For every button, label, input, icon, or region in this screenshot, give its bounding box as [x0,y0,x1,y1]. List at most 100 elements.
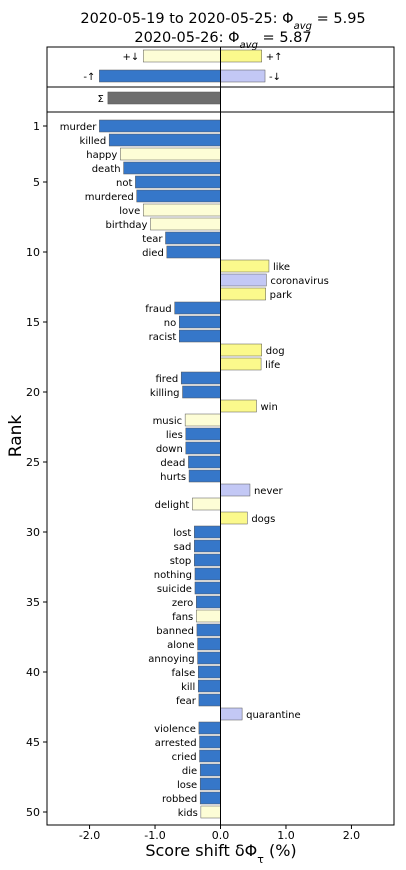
word-label: death [92,164,121,175]
word-bar [136,189,221,203]
word-label: annoying [148,654,194,665]
word-label: tear [142,234,163,245]
word-bar [220,287,266,301]
word-label: racist [149,332,177,343]
word-label: down [156,444,183,455]
word-label: hurts [160,472,186,483]
word-label: die [182,766,197,777]
word-bar [220,259,270,273]
word-bar [108,133,221,147]
summary-bar [99,69,221,83]
word-bar [166,245,221,259]
word-label: false [171,668,195,679]
word-label: killed [80,136,107,147]
word-label: kids [178,808,198,819]
summary-bar [220,69,266,83]
x-tick-label: -2.0 [79,829,100,842]
word-label: robbed [162,794,197,805]
word-bar [185,441,221,455]
word-bar [198,721,221,735]
word-bar [182,385,221,399]
word-bar [192,497,221,511]
word-label: never [254,486,284,497]
word-label: dogs [251,514,275,525]
y-tick-label: 50 [26,806,40,819]
word-bar [194,567,221,581]
word-label: lose [177,780,197,791]
summary-label: -↓ [269,72,281,83]
word-bar [199,735,221,749]
word-label: nothing [154,570,192,581]
word-bar [199,763,221,777]
word-bar [196,595,221,609]
word-bar [199,777,221,791]
word-bar [200,805,221,819]
word-bar [220,273,267,287]
y-tick-label: 1 [33,120,40,133]
word-bar [220,483,251,497]
summary-bar [107,91,221,105]
x-tick-label: 2.0 [343,829,361,842]
word-label: like [273,262,290,273]
word-bar [198,693,221,707]
word-bar [199,749,221,763]
word-bar [123,161,221,175]
word-label: stop [170,556,192,567]
word-bar [197,651,221,665]
word-label: music [153,416,183,427]
word-label: fraud [145,304,171,315]
word-label: quarantine [246,710,301,721]
y-tick-label: 35 [26,596,40,609]
word-bar [179,315,221,329]
summary-label: +↓ [122,52,139,63]
chart-title-line-1: 2020-05-19 to 2020-05-25: Φavg = 5.95 [80,11,365,32]
y-tick-label: 30 [26,526,40,539]
x-tick-label: 0.0 [212,829,230,842]
word-label: no [164,318,176,329]
summary-label: +↑ [266,52,283,63]
word-bar [197,665,221,679]
word-bar [197,679,221,693]
word-label: died [142,248,164,259]
word-bar [99,119,221,133]
word-bar [174,301,221,315]
y-tick-label: 25 [26,456,40,469]
word-bar [194,553,221,567]
word-bar [179,329,221,343]
word-label: suicide [157,584,192,595]
summary-label: Σ [98,94,104,105]
word-bar [194,539,221,553]
word-label: dead [160,458,185,469]
word-bar [185,427,221,441]
word-bar [165,231,221,245]
word-label: birthday [106,220,148,231]
y-tick-label: 40 [26,666,40,679]
y-tick-label: 45 [26,736,40,749]
x-axis-label: Score shift δΦτ (%) [145,841,296,866]
word-bar [220,343,262,357]
word-label: murder [60,122,98,133]
word-bar [196,609,221,623]
y-axis-label: Rank [6,415,26,458]
word-bar [188,469,221,483]
word-label: lies [166,430,183,441]
word-label: sad [174,542,192,553]
word-bar [194,525,221,539]
word-bars: murder killed happy death not murdered love bir… [60,119,329,819]
word-label: coronavirus [270,276,328,287]
word-label: dog [266,346,285,357]
y-tick-label: 10 [26,246,40,259]
word-label: love [119,206,140,217]
word-label: life [265,360,280,371]
word-label: happy [86,150,117,161]
word-label: park [270,290,293,301]
word-bar [180,371,221,385]
word-label: violence [154,724,196,735]
word-label: banned [156,626,194,637]
word-bar [184,413,221,427]
word-label: lost [173,528,191,539]
x-tick-label: 1.0 [277,829,295,842]
word-label: not [116,178,132,189]
